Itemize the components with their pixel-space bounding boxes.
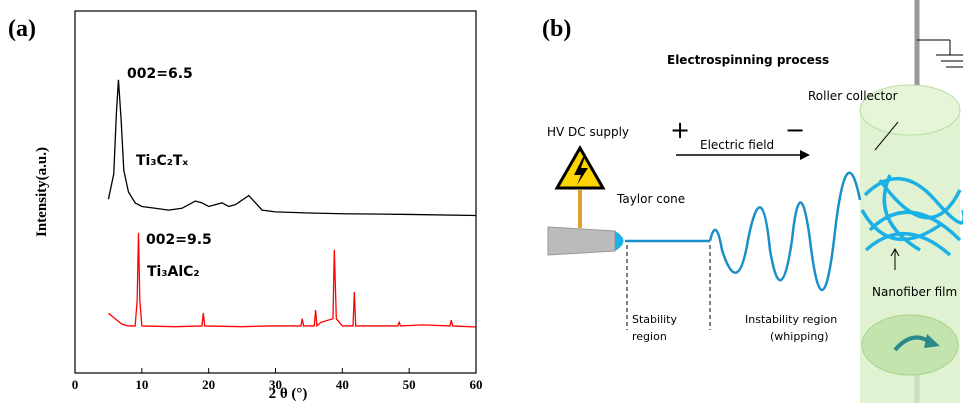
label: Taylor cone [616,192,685,206]
roller-end [861,314,959,376]
taylor-cone [615,231,624,251]
roller-top [859,84,961,136]
annotation: 002=6.5 [127,66,193,82]
arrow-head [800,150,810,160]
label: − [785,116,805,144]
line [108,232,477,328]
x-tick-label: 30 [269,377,282,392]
label: Instability region [745,313,837,326]
label: Stability [632,313,678,326]
ground [917,39,963,68]
bolt [574,157,588,185]
label: Electric field [700,138,774,152]
annotation: 002=9.5 [146,232,212,248]
needle [547,226,616,256]
label: (whipping) [770,330,829,343]
annotation: Ti₃AlC₂ [147,264,200,280]
fibers [860,174,963,257]
y-axis-label: Intensity(a.u.) [34,147,50,237]
line [107,79,477,217]
pointer [874,121,899,151]
x-tick-label: 10 [135,377,148,392]
annotation: Ti₃C₂Tₓ [136,153,188,169]
pointer [890,247,900,270]
whipping-jet [708,171,862,292]
x-tick-label: 50 [403,377,416,392]
x-tick-label: 20 [202,377,215,392]
x-tick-label: 60 [470,377,483,392]
x-axis-label: 2 θ (°) [269,386,308,402]
label: Nanofiber film [872,285,957,299]
label: region [632,330,667,343]
label: + [670,116,690,144]
x-tick-label: 0 [72,377,79,392]
panel-label: (b) [542,16,571,42]
x-tick-label: 40 [336,377,349,392]
panel-label: (a) [8,16,36,42]
label: HV DC supply [547,125,629,139]
arrow-head [924,334,940,348]
label: Roller collector [808,89,898,103]
diagram-title: Electrospinning process [667,53,829,67]
